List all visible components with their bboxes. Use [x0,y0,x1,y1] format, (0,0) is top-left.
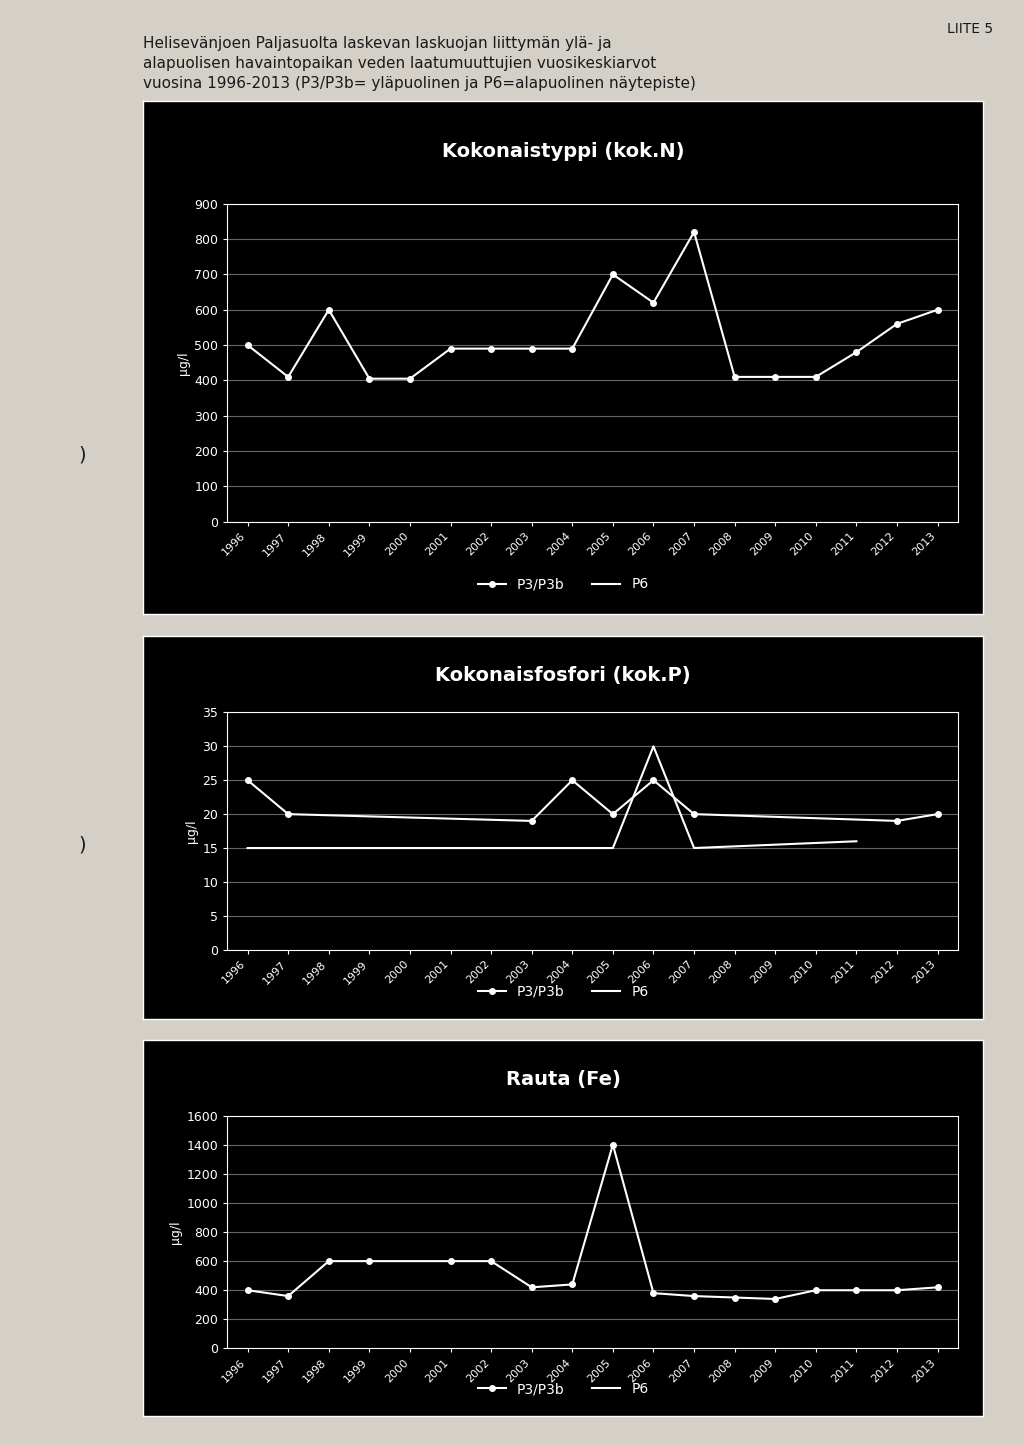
Y-axis label: µg/l: µg/l [169,1220,182,1244]
P6 [525,840,538,857]
P3/P3b [525,812,538,829]
P3/P3b [607,266,620,283]
Text: Rauta (Fe): Rauta (Fe) [506,1071,621,1090]
P3/P3b [566,340,579,357]
P3/P3b [607,805,620,822]
P6 [647,737,659,754]
Y-axis label: µg/l: µg/l [177,351,190,374]
P6 [566,840,579,857]
P3/P3b [485,1253,498,1270]
P3/P3b [282,1287,294,1305]
P3/P3b [525,340,538,357]
P3/P3b [728,1289,740,1306]
Line: P6: P6 [248,746,856,848]
P3/P3b [282,805,294,822]
P3/P3b [932,301,944,318]
P3/P3b [688,224,700,241]
Text: Helisevänjoen Paljasuolta laskevan laskuojan liittymän ylä- ja
alapuolisen havai: Helisevänjoen Paljasuolta laskevan lasku… [143,36,696,91]
P3/P3b [242,1282,254,1299]
P3/P3b [607,1136,620,1153]
P3/P3b [647,293,659,311]
P6 [850,832,862,850]
Text: Kokonaisfosfori (kok.P): Kokonaisfosfori (kok.P) [435,666,691,685]
P3/P3b [525,1279,538,1296]
P3/P3b [323,301,335,318]
P3/P3b [688,1287,700,1305]
P3/P3b [769,368,781,386]
P3/P3b [688,805,700,822]
P3/P3b [728,368,740,386]
P3/P3b [566,772,579,789]
Legend: P3/P3b, P6: P3/P3b, P6 [472,980,654,1004]
Text: LIITE 5: LIITE 5 [947,22,993,36]
P3/P3b [566,1276,579,1293]
P3/P3b [850,344,862,361]
P6 [282,840,294,857]
Legend: P3/P3b, P6: P3/P3b, P6 [472,572,654,597]
P6 [242,840,254,857]
P3/P3b [891,1282,903,1299]
Text: ): ) [78,445,86,465]
Text: ): ) [78,835,86,855]
P3/P3b [891,812,903,829]
P3/P3b [242,337,254,354]
P6 [688,840,700,857]
Text: Kokonaistyppi (kok.N): Kokonaistyppi (kok.N) [442,142,684,162]
Line: P3/P3b: P3/P3b [245,777,940,824]
P3/P3b [282,368,294,386]
P3/P3b [810,368,822,386]
P3/P3b [647,1285,659,1302]
P3/P3b [647,772,659,789]
P3/P3b [444,340,457,357]
P3/P3b [364,370,376,387]
P3/P3b [932,1279,944,1296]
Y-axis label: µg/l: µg/l [185,819,199,842]
P3/P3b [769,1290,781,1308]
P3/P3b [810,1282,822,1299]
Line: P3/P3b: P3/P3b [245,230,940,381]
P6 [607,840,620,857]
P3/P3b [891,315,903,332]
Line: P3/P3b: P3/P3b [245,1142,940,1302]
P3/P3b [444,1253,457,1270]
P3/P3b [364,1253,376,1270]
P3/P3b [850,1282,862,1299]
P3/P3b [403,370,416,387]
P3/P3b [323,1253,335,1270]
P3/P3b [932,805,944,822]
Legend: P3/P3b, P6: P3/P3b, P6 [472,1377,654,1402]
P3/P3b [485,340,498,357]
P3/P3b [242,772,254,789]
